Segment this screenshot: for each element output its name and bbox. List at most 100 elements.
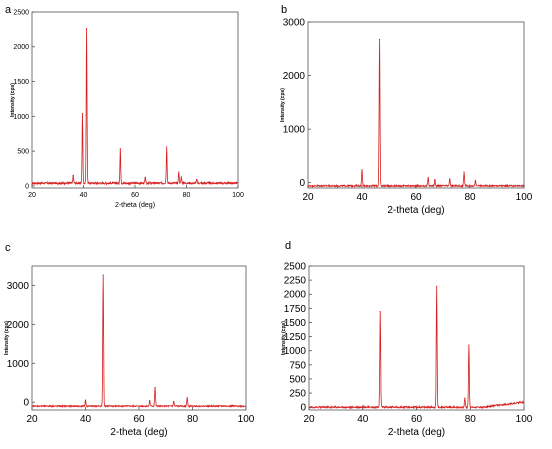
plot-frame [308, 265, 525, 411]
x-tick-label: 20 [28, 192, 36, 199]
y-tick-label: 2000 [13, 44, 29, 51]
x-axis-label: 2-theta (deg) [115, 202, 155, 209]
x-tick-label: 40 [80, 414, 92, 425]
y-tick-label: 2500 [13, 9, 29, 16]
peak-point [449, 178, 451, 180]
y-tick-label: 2000 [7, 320, 30, 331]
y-tick-label: 2000 [284, 290, 307, 301]
y-tick-label: 500 [289, 374, 306, 385]
y-tick-label: 3000 [7, 281, 30, 292]
peak-point [378, 39, 381, 41]
y-tick-label: 2250 [284, 276, 307, 287]
y-tick-label: 1500 [284, 318, 307, 329]
x-tick-label: 20 [303, 414, 315, 425]
series-line [32, 275, 246, 409]
x-tick-label: 60 [411, 414, 423, 425]
x-tick-label: 100 [516, 414, 533, 425]
panel-c: c 20 40 60 80 100 0 1000 2000 3000 2-theta (deg) I… [0, 222, 276, 444]
peak-point [427, 177, 429, 179]
series-line [309, 286, 524, 410]
panel-label: b [281, 4, 288, 16]
y-axis-label: Intensity (cps) [281, 321, 287, 355]
panel-a: a 20 40 60 80 100 0 500 1000 1500 2000 2500 2-theta… [0, 0, 276, 222]
panel-label: c [5, 242, 11, 254]
y-tick-label: 1000 [7, 359, 30, 370]
peak-point [464, 397, 466, 399]
y-tick-label: 0 [300, 403, 306, 414]
y-axis-label: Intensity (cps) [280, 88, 286, 122]
x-tick-label: 100 [238, 414, 255, 425]
peak-point [180, 176, 182, 178]
x-tick-label: 40 [80, 192, 88, 199]
peak-point [186, 396, 188, 399]
y-tick-label: 1500 [13, 79, 29, 86]
x-tick-label: 60 [131, 192, 139, 199]
y-tick-label: 2500 [284, 262, 307, 273]
y-tick-label: 0 [23, 398, 29, 409]
x-tick-label: 80 [183, 192, 191, 199]
y-tick-label: 0 [25, 183, 29, 190]
peak-point [379, 311, 381, 313]
panel-label: d [285, 240, 292, 252]
peak-point [362, 405, 364, 407]
panel-label: a [5, 4, 12, 16]
y-tick-label: 250 [289, 389, 306, 400]
x-axis-label: 2-theta (deg) [387, 205, 444, 216]
plot-frame [31, 265, 247, 411]
y-tick-label: 1000 [283, 125, 306, 136]
y-tick-label: 0 [299, 178, 305, 189]
y-tick-label: 3000 [283, 18, 306, 29]
xrd-chart-d: 20 40 60 80 10002505007501000125015001750200… [281, 262, 533, 439]
y-tick-label: 1000 [13, 114, 29, 121]
y-tick-label: 2000 [283, 71, 306, 82]
peak-point [84, 399, 87, 401]
peak-point [144, 176, 146, 179]
peak-point [474, 179, 476, 182]
peak-point [173, 400, 175, 403]
y-tick-label: 1000 [284, 346, 307, 357]
peak-point [361, 169, 363, 171]
x-axis-label: 2-theta (deg) [110, 427, 167, 438]
peak-point [166, 146, 168, 148]
x-tick-label: 100 [232, 192, 244, 199]
peak-point [463, 171, 465, 173]
peak-point [81, 112, 84, 115]
peak-point [178, 171, 180, 173]
peak-point [154, 386, 156, 389]
y-tick-label: 500 [17, 149, 29, 156]
x-tick-label: 20 [26, 414, 38, 425]
x-tick-label: 80 [187, 414, 199, 425]
y-tick-label: 1250 [284, 332, 307, 343]
series-line [32, 27, 238, 186]
plot-frame [31, 11, 239, 189]
y-tick-label: 750 [289, 360, 306, 371]
x-tick-label: 80 [464, 192, 476, 203]
peak-point [72, 174, 74, 177]
x-tick-label: 100 [516, 192, 533, 203]
x-tick-label: 20 [302, 192, 314, 203]
y-axis-label: Intensity (cps) [4, 321, 10, 355]
x-tick-label: 40 [356, 192, 368, 203]
x-tick-label: 60 [410, 192, 422, 203]
peak-point [196, 179, 198, 181]
peak-point [119, 148, 121, 150]
x-tick-label: 40 [357, 414, 369, 425]
y-tick-label: 1750 [284, 304, 307, 315]
y-axis-label: Intensity (cps) [10, 83, 16, 117]
plot-frame [307, 21, 525, 189]
peak-point [85, 28, 88, 30]
peak-point [468, 344, 470, 346]
peak-point [436, 285, 438, 287]
x-tick-label: 60 [133, 414, 145, 425]
peak-point [102, 274, 104, 276]
x-tick-label: 80 [465, 414, 477, 425]
panel-d: d 20 40 60 80 100 0 250 500 750 1000 1250 1500 1750 2… [276, 222, 552, 444]
panel-b: b 20 40 60 80 100 0 1000 2000 3000 2-theta (deg) I… [276, 0, 552, 222]
peak-point [149, 400, 151, 402]
x-axis-label: 2-theta (deg) [388, 427, 445, 438]
peak-point [434, 178, 436, 181]
series-line [308, 38, 524, 188]
